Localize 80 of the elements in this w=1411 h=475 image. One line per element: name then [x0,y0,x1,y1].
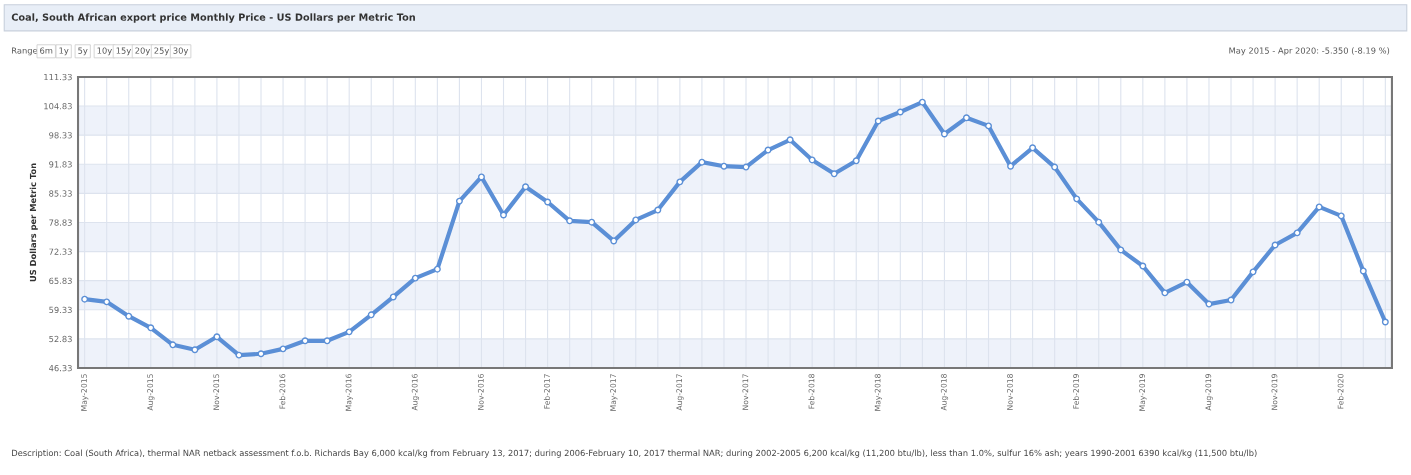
point [1161,289,1169,297]
point [103,298,111,306]
point [1029,144,1037,152]
point [257,350,265,358]
point [389,293,397,301]
point [367,311,375,319]
point [411,274,419,282]
y-tick-label: 111.33 [44,73,72,81]
point [720,162,728,170]
y-tick-label: 91.83 [49,161,72,168]
chart-title: Coal, South African export price Monthly Price - US Dollars per Metric Ton [11,13,415,23]
point [1271,241,1279,249]
point [1051,163,1059,171]
point [874,117,882,125]
point [1381,318,1389,326]
y-tick-label: 72.33 [49,248,72,255]
point [433,265,441,273]
point [1117,246,1125,254]
text: 6m [40,47,53,54]
point [676,178,684,186]
point [81,295,89,303]
text: 1y [59,47,69,56]
text: 10y [97,47,112,56]
point [1337,212,1345,220]
point [169,341,177,349]
point [1293,229,1301,237]
y-axis-title: US Dollars per Metric Ton [29,163,38,282]
point [1183,278,1191,286]
point [301,337,309,345]
point [764,146,772,154]
point [213,333,221,341]
y-tick-label: 104.83 [44,103,72,110]
point [1249,268,1257,276]
point [918,98,926,106]
point [610,237,618,245]
point [323,337,331,345]
point [962,114,970,122]
point [235,351,243,359]
text: 20y [135,47,151,56]
point [786,136,794,144]
point [852,157,860,165]
point [455,197,463,205]
text: May 2015 - Apr 2020: -5.350 (-8.19 %) [1229,47,1390,56]
y-tick-label: 85.33 [49,190,72,197]
y-tick-label: 78.83 [49,219,72,226]
text: 25y [154,47,170,56]
point [1007,162,1015,170]
point [588,218,596,226]
point [191,346,199,354]
point [808,156,816,164]
y-tick-label: 52.83 [49,335,72,343]
text: 15y [116,47,131,56]
point [279,345,287,353]
point [345,328,353,336]
text: 5y [78,47,88,56]
y-tick-label: 65.83 [49,277,72,284]
point [147,324,155,332]
text: 30y [173,47,189,56]
point [1315,203,1323,211]
point [985,122,992,130]
point [1139,262,1147,270]
point [1359,267,1367,275]
y-tick-label: 46.33 [49,364,72,372]
point [1095,218,1103,226]
point [1205,300,1213,308]
y-tick-label: 59.33 [49,306,72,314]
point [566,217,574,225]
point [830,170,838,178]
point [698,158,706,166]
point [940,130,948,138]
point [1073,195,1081,203]
text: Range [12,47,38,56]
point [125,312,133,320]
point [896,108,904,116]
point [654,206,662,214]
point [522,183,530,191]
y-tick-label: 98.33 [49,132,72,139]
point [544,198,552,206]
text: Description: Coal (South Africa), thermal NAR netback assessment f.o.b. Richards Bay 6,000 kcal/kg from February 13, 2017; during 2006-February 10, 2017 thermal NAR; during 2002-2005 6,200 kcal/kg (11,200 btu/lb), less than 1.0%, sulfur 16% ash; years 1990-2001 6390 kcal/kg (11,500 btu/lb) [12,449,1257,458]
point [632,216,640,224]
